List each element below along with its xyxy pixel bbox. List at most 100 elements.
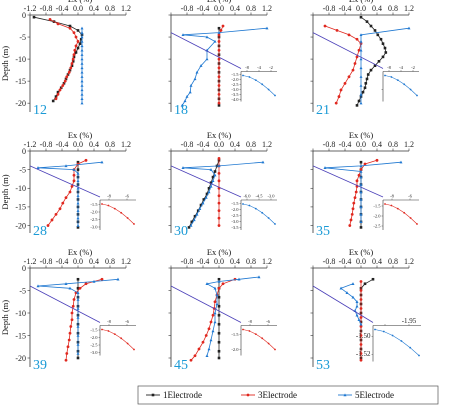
data-point	[339, 286, 343, 290]
inset-18: -8 -4 -2 -1.5-2.0-2.5-3.0-3.5-4.0	[170, 32, 277, 102]
data-point	[334, 101, 338, 105]
inset-x-tick-label: -6	[408, 194, 412, 199]
data-point	[217, 171, 221, 175]
data-point	[69, 325, 73, 328]
data-point	[369, 68, 373, 72]
inset-pointer-line	[312, 32, 384, 69]
y-tick-label: -10	[15, 309, 26, 318]
y-tick-label: 0	[22, 11, 26, 20]
data-point	[359, 307, 363, 310]
inset-point	[409, 217, 412, 219]
inset-x-tick-label: -6	[125, 319, 129, 324]
inset-x-tick-label: -6.0	[243, 194, 251, 199]
series-3Electrode	[48, 18, 80, 101]
y-axis-label: Depth (m)	[0, 300, 10, 335]
data-point	[207, 347, 211, 351]
panel-28: -1.2 -0.8 -0.4 0.0 0.4 0.8 1.2Ex (%)0-5-10-15-…	[0, 130, 136, 239]
data-point	[257, 275, 261, 279]
series-3Electrode	[348, 158, 379, 227]
data-point	[71, 304, 75, 308]
series-line	[324, 161, 402, 222]
inset-y-tick-label: -1.5	[373, 204, 381, 209]
inset-x-tick-label: -6	[125, 194, 129, 199]
data-point	[76, 315, 80, 319]
data-point	[211, 313, 215, 317]
data-point	[339, 88, 343, 92]
y-axis-label: Depth (m)	[0, 174, 10, 209]
data-point	[217, 84, 221, 87]
inset-y-tick-label: -2.5	[231, 213, 239, 218]
data-point	[359, 226, 363, 229]
data-point	[80, 83, 84, 87]
inset-point	[403, 211, 406, 214]
data-point	[363, 282, 367, 286]
data-point	[221, 24, 225, 28]
data-point	[196, 209, 200, 212]
inset-pointer-line	[170, 32, 242, 69]
y-tick-label: -10	[15, 55, 26, 64]
data-point	[359, 57, 363, 61]
data-point	[80, 97, 84, 100]
data-point	[350, 212, 354, 216]
y-tick-label: 0	[22, 264, 26, 273]
data-point	[217, 26, 221, 30]
inset-x-tick-label: -8	[390, 194, 394, 199]
data-point	[359, 190, 363, 194]
data-point	[323, 24, 327, 28]
data-point	[359, 220, 363, 224]
y-tick-label: -20	[15, 221, 26, 230]
data-point	[353, 196, 357, 199]
inset-point	[274, 223, 276, 225]
x-tick-label: -0.8	[40, 4, 53, 13]
data-point	[355, 104, 359, 107]
data-point	[359, 316, 363, 319]
data-point	[217, 33, 221, 37]
data-point	[357, 173, 361, 177]
data-point	[70, 62, 74, 65]
data-point	[359, 175, 363, 179]
x-tick-label: 0.4	[230, 4, 240, 13]
data-point	[364, 82, 368, 85]
inset-x-tick-label: -2	[269, 65, 273, 70]
x-tick-label: -0.8	[181, 257, 194, 266]
data-point	[100, 277, 104, 281]
data-point	[69, 66, 73, 70]
inset-x-tick-label: -8	[245, 65, 249, 70]
data-point	[76, 333, 80, 337]
panel-35: -0.8 -0.4 0.0 0.4 0.8 1.2 Ex (%) -8 -6 -1.5 -2.0 -2…	[310, 130, 419, 239]
data-point	[80, 44, 84, 48]
inset-y-tick-label: -1.50	[356, 332, 371, 340]
data-point	[73, 48, 77, 52]
inset-y-tick-label: -2.0	[231, 77, 239, 82]
inset-y-tick-label: -4.0	[231, 97, 239, 102]
y-tick-label: 0	[22, 147, 26, 156]
data-point	[46, 224, 50, 227]
legend-marker	[343, 393, 347, 397]
panel-21: -0.8-0.4 0.0 0.4 0.8 1.2 Ex (%) -8 -4 -2 21	[310, 0, 419, 118]
data-point	[359, 15, 363, 19]
data-point	[217, 40, 221, 43]
inset-pointer-line	[312, 165, 384, 198]
data-point	[355, 304, 359, 308]
data-point	[355, 37, 359, 41]
data-point	[335, 29, 339, 32]
data-point	[359, 164, 363, 168]
x-axis-label: Ex (%)	[349, 247, 373, 257]
data-point	[209, 320, 213, 324]
inset-point	[248, 330, 251, 332]
series-5Electrode	[359, 26, 411, 105]
inset-x-tick-label: -8	[248, 319, 252, 324]
data-point	[365, 77, 369, 81]
x-tick-label: 0.4	[230, 140, 240, 149]
data-point	[100, 160, 104, 164]
data-point	[213, 300, 217, 304]
panel-number: 30	[174, 224, 188, 239]
data-point	[64, 282, 68, 285]
inset-curve	[242, 75, 276, 96]
data-point	[357, 318, 361, 321]
data-point	[215, 293, 219, 297]
inset-y-tick-label: -2.0	[90, 210, 98, 215]
data-point	[80, 92, 84, 96]
data-point	[217, 331, 221, 335]
